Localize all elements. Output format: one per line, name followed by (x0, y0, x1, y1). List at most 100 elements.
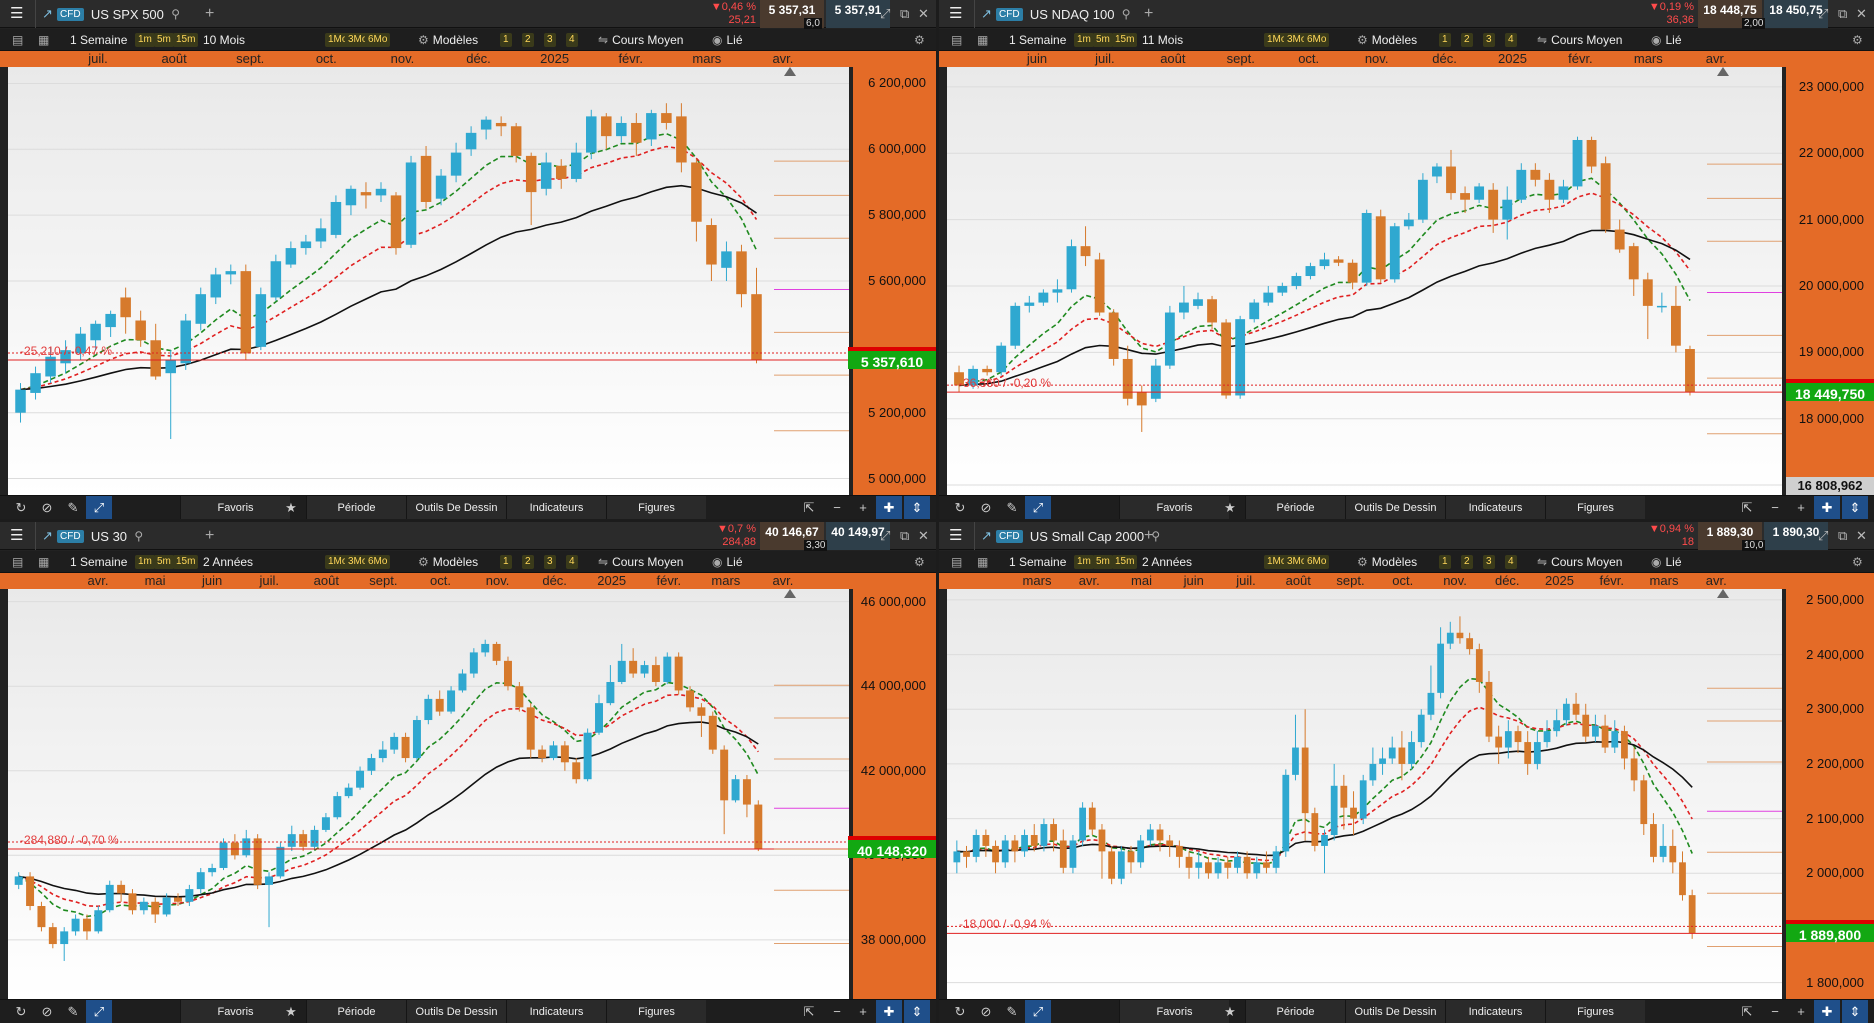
instrument-tab[interactable]: CFD US SPX 500 ⚲ (57, 0, 180, 28)
zoom-in-icon[interactable]: + (1797, 500, 1805, 515)
figures-button[interactable]: Figures (606, 1000, 706, 1023)
linked-button[interactable]: ◉ Lié (712, 551, 743, 573)
candlestick-chart[interactable]: -284,880 / -0,70 % (8, 589, 849, 999)
close-icon[interactable]: ✕ (1856, 6, 1867, 21)
timeframe-select[interactable]: 1 Semaine (70, 33, 128, 47)
range-3mo-button[interactable]: 3Mo (1284, 555, 1310, 569)
settings-gear-icon[interactable]: ⚙ (1852, 33, 1863, 47)
settings-gear-icon[interactable]: ⚙ (914, 33, 925, 47)
pencil-icon[interactable]: ✎ (67, 500, 79, 515)
time-axis[interactable]: juin juil. août sept. oct. nov. déc. 2025 févr. m… (939, 51, 1874, 67)
fit-icon[interactable]: ⇱ (803, 500, 815, 515)
price-type-button[interactable]: ⇋ Cours Moyen (1537, 29, 1622, 51)
drawing-tools-button[interactable]: Outils De Dessin (1345, 496, 1445, 519)
favorites-button[interactable]: Favoris (180, 1000, 290, 1023)
price-axis[interactable]: 2 500,000 2 400,000 2 300,000 2 200,000 2 10… (1786, 589, 1874, 999)
period-5m-button[interactable]: 5m (154, 555, 174, 569)
range-select[interactable]: 11 Mois (1142, 33, 1184, 47)
vertical-scale-icon[interactable]: ⇕ (1842, 1000, 1868, 1023)
drawing-tools-button[interactable]: Outils De Dessin (1345, 1000, 1445, 1023)
list-icon[interactable]: ▤ (12, 33, 24, 47)
menu-icon[interactable]: ☰ (10, 5, 24, 22)
settings-gear-icon[interactable]: ⚙ (1852, 555, 1863, 569)
layout-1-button[interactable]: 1 (500, 33, 512, 47)
period-1m-button[interactable]: 1m (1074, 555, 1094, 569)
models-button[interactable]: ⚙ Modèles (418, 551, 478, 573)
crosshair-icon[interactable]: ✚ (1814, 496, 1840, 519)
layout-2-button[interactable]: 2 (522, 33, 534, 47)
fit-icon[interactable]: ⇱ (803, 1004, 815, 1019)
range-1mo-button[interactable]: 1Mo (325, 33, 351, 47)
price-type-button[interactable]: ⇋ Cours Moyen (598, 551, 683, 573)
cursor-icon[interactable]: ⤢ (86, 1000, 112, 1023)
instrument-tab[interactable]: CFD US Small Cap 2000 ⚲ (996, 522, 1160, 550)
favorites-button[interactable]: Favoris (1119, 496, 1229, 519)
zoom-out-icon[interactable]: − (1771, 1004, 1779, 1019)
range-6mo-button[interactable]: 6Mo (365, 33, 391, 47)
buy-price-button[interactable]: 18 450,75 (1764, 0, 1828, 28)
drawing-tools-button[interactable]: Outils De Dessin (406, 496, 506, 519)
layout-2-button[interactable]: 2 (1461, 555, 1473, 569)
no-entry-icon[interactable]: ⊘ (41, 1004, 53, 1019)
range-3mo-button[interactable]: 3Mo (345, 33, 371, 47)
period-5m-button[interactable]: 5m (1093, 555, 1113, 569)
grid-layout-icon[interactable]: ▦ (977, 33, 989, 47)
models-button[interactable]: ⚙ Modèles (1357, 29, 1417, 51)
no-entry-icon[interactable]: ⊘ (41, 500, 53, 515)
menu-icon[interactable]: ☰ (949, 5, 963, 22)
buy-price-button[interactable]: 1 890,30 (1764, 522, 1828, 550)
star-icon[interactable]: ★ (1224, 500, 1236, 515)
star-icon[interactable]: ★ (1224, 1004, 1236, 1019)
close-icon[interactable]: ✕ (918, 6, 929, 21)
layout-1-button[interactable]: 1 (1439, 33, 1451, 47)
search-icon[interactable]: ⚲ (1151, 529, 1161, 543)
layout-3-button[interactable]: 3 (1483, 555, 1495, 569)
cursor-icon[interactable]: ⤢ (1025, 1000, 1051, 1023)
menu-icon[interactable]: ☰ (949, 527, 963, 544)
fit-icon[interactable]: ⇱ (1741, 500, 1753, 515)
period-1m-button[interactable]: 1m (1074, 33, 1094, 47)
indicators-button[interactable]: Indicateurs (1445, 496, 1545, 519)
add-tab-icon[interactable]: + (1144, 527, 1154, 544)
time-axis[interactable]: avr. mai juin juil. août sept. oct. nov. déc. 202… (0, 573, 936, 589)
range-1mo-button[interactable]: 1Mo (1264, 33, 1290, 47)
menu-icon[interactable]: ☰ (10, 527, 24, 544)
period-15m-button[interactable]: 15m (173, 33, 199, 47)
cursor-icon[interactable]: ⤢ (1025, 496, 1051, 519)
price-axis[interactable]: 23 000,000 22 000,000 21 000,000 20 000,000… (1786, 67, 1874, 495)
figures-button[interactable]: Figures (606, 496, 706, 519)
favorites-button[interactable]: Favoris (180, 496, 290, 519)
close-icon[interactable]: ✕ (1856, 528, 1867, 543)
refresh-icon[interactable]: ↻ (954, 1004, 966, 1019)
popout-icon[interactable]: ⧉ (900, 6, 910, 21)
layout-3-button[interactable]: 3 (544, 555, 556, 569)
candlestick-chart[interactable]: -25,210 / -0,47 % (8, 67, 849, 495)
grid-layout-icon[interactable]: ▦ (977, 555, 989, 569)
layout-2-button[interactable]: 2 (1461, 33, 1473, 47)
period-1m-button[interactable]: 1m (135, 555, 155, 569)
search-icon[interactable]: ⚲ (1121, 7, 1131, 21)
cursor-icon[interactable]: ⤢ (86, 496, 112, 519)
linked-button[interactable]: ◉ Lié (1651, 29, 1682, 51)
linked-button[interactable]: ◉ Lié (1651, 551, 1682, 573)
refresh-icon[interactable]: ↻ (15, 500, 27, 515)
layout-1-button[interactable]: 1 (1439, 555, 1451, 569)
no-entry-icon[interactable]: ⊘ (980, 500, 992, 515)
zoom-out-icon[interactable]: − (833, 500, 841, 515)
popout-icon[interactable]: ⧉ (1838, 528, 1848, 543)
popout-icon[interactable]: ⧉ (1838, 6, 1848, 21)
star-icon[interactable]: ★ (285, 1004, 297, 1019)
timeframe-select[interactable]: 1 Semaine (1009, 555, 1067, 569)
time-axis[interactable]: juil. août sept. oct. nov. déc. 2025 févr. mars a… (0, 51, 936, 67)
figures-button[interactable]: Figures (1545, 1000, 1645, 1023)
expand-icon[interactable]: ⤢ (1818, 528, 1829, 543)
add-tab-icon[interactable]: + (205, 5, 215, 22)
models-button[interactable]: ⚙ Modèles (418, 29, 478, 51)
grid-layout-icon[interactable]: ▦ (38, 33, 50, 47)
period-15m-button[interactable]: 15m (1112, 555, 1138, 569)
vertical-scale-icon[interactable]: ⇕ (1842, 496, 1868, 519)
vertical-scale-icon[interactable]: ⇕ (904, 1000, 930, 1023)
search-icon[interactable]: ⚲ (171, 7, 181, 21)
period-15m-button[interactable]: 15m (1112, 33, 1138, 47)
layout-4-button[interactable]: 4 (1505, 33, 1517, 47)
